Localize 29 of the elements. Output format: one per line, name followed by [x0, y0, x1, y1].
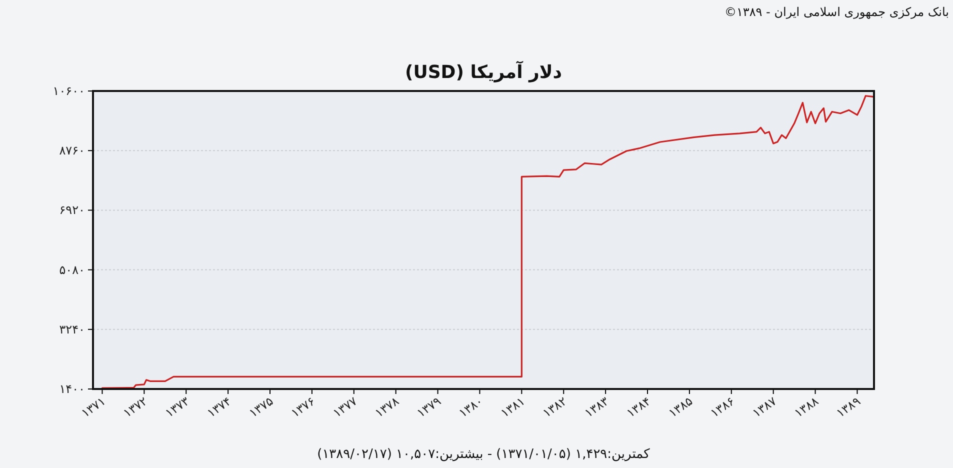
x-tick-label: ۱۳۷۱: [78, 394, 108, 420]
y-tick-label: ۱۰۶۰۰: [52, 84, 85, 98]
y-tick-label: ۵۰۸۰: [59, 262, 85, 277]
x-tick-label: ۱۳۷۸: [372, 394, 402, 420]
x-tick-label: ۱۳۸۰: [456, 394, 486, 420]
x-tick-label: ۱۳۸۳: [582, 394, 612, 420]
x-tick-label: ۱۳۸۸: [792, 394, 822, 420]
text: بانک مرکزی جمهوری اسلامی ایران - ۱۳۸۹©: [724, 5, 949, 19]
x-tick-label: ۱۳۷۶: [288, 394, 318, 420]
x-tick-label: ۱۳۸۲: [540, 394, 570, 420]
x-tick-label: ۱۳۸۴: [624, 394, 654, 420]
x-tick-label: ۱۳۷۷: [330, 394, 360, 420]
x-tick-label: ۱۳۷۹: [414, 394, 444, 420]
x-tick-label: ۱۳۸۶: [708, 394, 738, 420]
x-tick-label: ۱۳۸۱: [498, 394, 528, 420]
x-tick-label: ۱۳۸۷: [750, 394, 780, 420]
x-tick-label: ۱۳۸۹: [834, 394, 863, 420]
text: کمترین:۱,۴۲۹ (۱۳۷۱/۰۱/۰۵) - بیشترین:۱۰,۵۰۷ (۱۳۸۹/۰۲/۱۷): [317, 447, 651, 462]
line-series: [101, 95, 875, 389]
x-tick-label: ۱۳۷۲: [120, 394, 150, 420]
y-tick-label: ۱۴۰۰: [59, 382, 85, 396]
x-tick-label: ۱۳۷۵: [246, 394, 276, 420]
y-tick-label: ۸۷۶۰: [59, 144, 85, 158]
x-tick-label: ۱۳۷۴: [204, 394, 234, 420]
y-tick-label: ۳۲۴۰: [59, 322, 85, 336]
x-tick-label: ۱۳۷۳: [162, 394, 192, 420]
chart-title: دلار آمریکا (USD): [404, 60, 562, 83]
x-tick-label: ۱۳۸۵: [666, 394, 696, 420]
y-tick-label: ۶۹۲۰: [59, 203, 85, 218]
